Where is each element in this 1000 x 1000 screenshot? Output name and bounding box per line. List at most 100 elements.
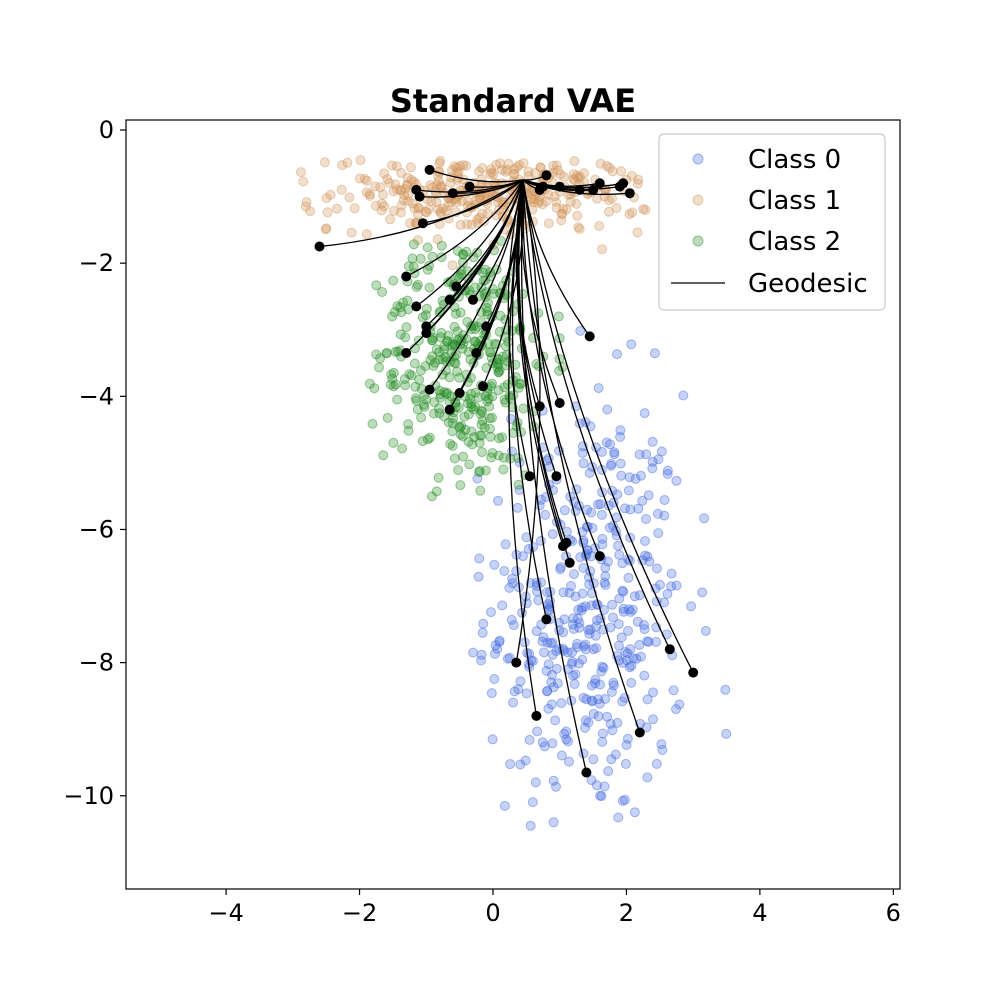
scatter-point-class-1 [494, 205, 504, 215]
scatter-point-class-1 [433, 204, 444, 215]
scatter-point-class-2 [434, 347, 445, 358]
scatter-point-class-0 [493, 495, 503, 506]
scatter-point-class-2 [553, 311, 564, 322]
scatter-point-class-0 [513, 684, 524, 695]
scatter-point-class-0 [577, 448, 588, 458]
scatter-point-class-2 [466, 426, 477, 437]
scatter-point-class-0 [562, 664, 573, 675]
scatter-point-class-1 [571, 198, 582, 209]
geodesic-endpoint [414, 191, 425, 202]
scatter-point-class-0 [499, 800, 510, 811]
scatter-point-class-0 [597, 661, 608, 672]
scatter-point-class-0 [636, 651, 646, 662]
scatter-point-class-0 [551, 663, 562, 674]
scatter-point-class-1 [633, 174, 644, 185]
scatter-point-class-0 [653, 454, 664, 465]
scatter-point-class-0 [600, 580, 611, 590]
geodesic-endpoint [424, 164, 435, 175]
scatter-point-class-0 [644, 556, 655, 567]
scatter-point-class-0 [686, 601, 697, 612]
scatter-point-class-2 [485, 431, 496, 442]
geodesic-endpoint [534, 184, 545, 195]
scatter-point-class-0 [602, 711, 613, 722]
scatter-point-class-2 [470, 401, 481, 412]
scatter-point-class-1 [453, 167, 464, 177]
scatter-point-class-0 [578, 458, 589, 469]
scatter-point-class-2 [400, 332, 411, 343]
geodesic-endpoints [314, 164, 699, 778]
scatter-point-class-1 [452, 167, 462, 178]
scatter-point-class-1 [336, 184, 347, 195]
scatter-point-class-0 [588, 644, 599, 655]
scatter-point-class-1 [573, 173, 584, 184]
scatter-point-class-1 [572, 210, 583, 221]
scatter-point-class-1 [433, 176, 444, 187]
scatter-point-class-0 [599, 577, 610, 588]
scatter-point-class-0 [547, 529, 558, 540]
scatter-point-class-0 [652, 508, 663, 519]
scatter-point-class-2 [482, 306, 493, 317]
scatter-point-class-0 [515, 759, 526, 770]
scatter-point-class-2 [473, 392, 484, 403]
scatter-point-class-2 [492, 362, 503, 373]
scatter-point-class-0 [527, 797, 538, 808]
scatter-point-class-2 [388, 381, 399, 392]
scatter-point-class-1 [558, 203, 569, 214]
scatter-point-class-1 [321, 193, 332, 204]
scatter-point-class-0 [561, 726, 572, 737]
scatter-point-class-2 [420, 361, 431, 372]
scatter-point-class-0 [629, 591, 640, 602]
scatter-point-class-0 [618, 586, 629, 597]
scatter-point-class-1 [574, 171, 585, 182]
scatter-point-class-0 [472, 473, 483, 484]
scatter-point-class-0 [532, 586, 542, 597]
scatter-point-class-1 [607, 193, 617, 204]
scatter-point-class-0 [599, 604, 609, 615]
geodesic-endpoint [594, 178, 605, 189]
scatter-point-class-0 [578, 563, 589, 573]
scatter-point-class-1 [451, 162, 462, 173]
scatter-point-class-0 [617, 795, 628, 806]
scatter-point-class-2 [516, 378, 526, 389]
scatter-point-class-0 [613, 640, 624, 651]
scatter-point-class-0 [542, 686, 553, 696]
geodesic-endpoint [424, 384, 435, 395]
scatter-point-class-1 [438, 203, 448, 214]
scatter-point-class-1 [365, 191, 376, 201]
scatter-point-class-1 [529, 194, 540, 205]
scatter-point-class-0 [542, 686, 553, 697]
scatter-point-class-0 [604, 522, 615, 533]
scatter-point-class-0 [577, 527, 588, 537]
scatter-point-class-2 [474, 466, 485, 476]
scatter-point-class-2 [474, 430, 485, 441]
scatter-point-class-0 [651, 758, 662, 769]
scatter-point-class-1 [435, 206, 446, 217]
scatter-point-class-1 [458, 160, 469, 171]
scatter-point-class-2 [469, 336, 480, 347]
legend-box [658, 133, 886, 311]
scatter-point-class-0 [568, 624, 579, 634]
scatter-point-class-0 [600, 571, 611, 582]
scatter-point-class-2 [436, 327, 447, 338]
scatter-point-class-0 [613, 812, 624, 823]
scatter-point-class-0 [570, 669, 581, 680]
scatter-point-class-2 [459, 411, 470, 422]
scatter-point-class-1 [523, 171, 534, 182]
scatter-point-class-0 [662, 465, 673, 476]
scatter-point-class-2 [440, 352, 451, 362]
scatter-point-class-2 [494, 365, 505, 376]
scatter-point-class-1 [611, 203, 622, 213]
scatter-point-class-0 [575, 552, 586, 563]
scatter-point-class-2 [447, 340, 458, 351]
scatter-point-class-1 [537, 199, 548, 210]
scatter-point-class-0 [625, 644, 636, 655]
legend-label: Geodesic [748, 269, 868, 299]
scatter-point-class-0 [507, 573, 518, 584]
scatter-point-class-1 [443, 200, 454, 211]
scatter-point-class-0 [652, 563, 662, 574]
scatter-point-class-0 [566, 581, 576, 591]
scatter-point-class-0 [614, 593, 625, 604]
geodesic-endpoint [554, 398, 565, 408]
scatter-point-class-2 [472, 247, 483, 258]
scatter-point-class-1 [569, 175, 580, 186]
